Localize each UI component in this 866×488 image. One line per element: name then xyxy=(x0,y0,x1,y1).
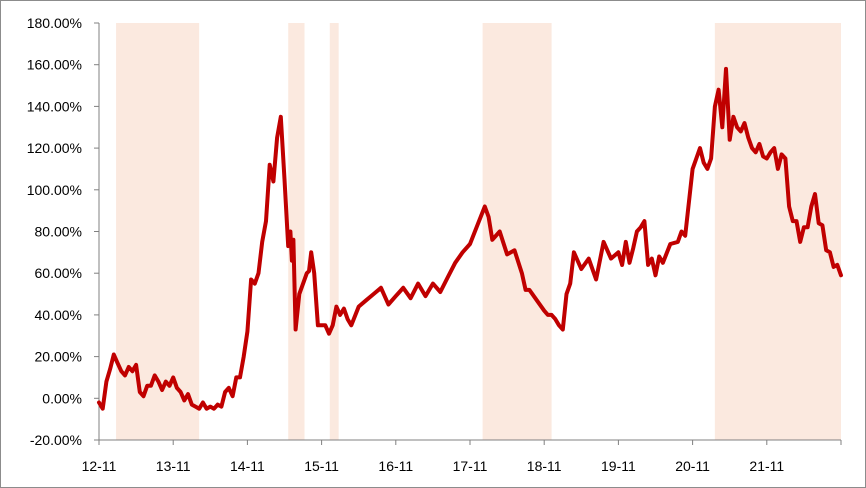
shaded-periods xyxy=(116,23,841,440)
x-tick-label: 12-11 xyxy=(82,458,117,474)
series-layer xyxy=(97,66,843,411)
x-tick-label: 15-11 xyxy=(304,458,339,474)
y-tick-label: 140.00% xyxy=(27,98,82,114)
y-tick-label: 120.00% xyxy=(27,140,82,156)
y-tick-label: 40.00% xyxy=(35,307,82,323)
series-line-0 xyxy=(97,66,843,411)
x-tick-label: 13-11 xyxy=(156,458,191,474)
x-tick-label: 19-11 xyxy=(601,458,636,474)
shaded-period-3 xyxy=(482,23,552,440)
x-axis-labels: 12-11 13-11 14-11 15-11 16-11 17-11 18-11 19-11… xyxy=(82,458,785,474)
x-tick-label: 18-11 xyxy=(527,458,562,474)
y-tick-label: 20.00% xyxy=(35,349,82,365)
x-tick-label: 14-11 xyxy=(230,458,265,474)
y-tick-label: 180.00% xyxy=(27,15,82,31)
shaded-period-1 xyxy=(288,23,305,440)
y-tick-label: 100.00% xyxy=(27,182,82,198)
y-tick-label: 160.00% xyxy=(27,57,82,73)
y-axis-labels: -20.00% 0.00% 20.00% 40.00% 60.00% 80.00% 100.… xyxy=(27,15,82,448)
y-tick-label: 60.00% xyxy=(35,265,82,281)
x-tick-label: 16-11 xyxy=(378,458,413,474)
shaded-period-4 xyxy=(714,23,841,440)
y-tick-label: -20.00% xyxy=(30,432,82,448)
x-tick-label: 17-11 xyxy=(453,458,488,474)
shaded-period-2 xyxy=(329,23,339,440)
y-tick-label: 0.00% xyxy=(42,390,82,406)
x-tick-label: 20-11 xyxy=(675,458,710,474)
x-tick-label: 21-11 xyxy=(749,458,784,474)
axes xyxy=(94,22,842,445)
y-tick-label: 80.00% xyxy=(35,224,82,240)
